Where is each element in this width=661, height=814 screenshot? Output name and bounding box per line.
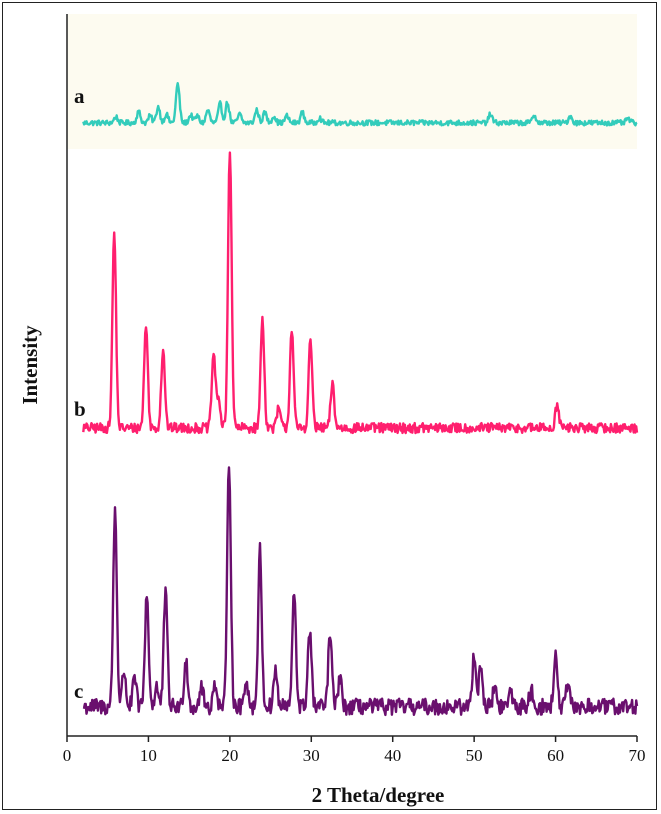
x-tick-label: 50	[466, 746, 483, 765]
y-axis-title: Intensity	[18, 325, 42, 405]
series-label-c: c	[74, 679, 83, 703]
series-line-c	[82, 466, 639, 717]
series-line-a	[82, 82, 638, 127]
x-tick-label: 20	[221, 746, 238, 765]
series-line-b	[82, 151, 639, 435]
x-tick-label: 10	[140, 746, 157, 765]
x-tick-label: 0	[63, 746, 72, 765]
x-tick-label: 30	[303, 746, 320, 765]
series-label-a: a	[74, 84, 85, 108]
x-axis-title: 2 Theta/degree	[312, 783, 445, 807]
series-label-b: b	[74, 397, 86, 421]
x-tick-label: 60	[547, 746, 564, 765]
x-tick-label: 70	[629, 746, 646, 765]
x-tick-label: 40	[384, 746, 401, 765]
plot-background	[67, 14, 637, 149]
